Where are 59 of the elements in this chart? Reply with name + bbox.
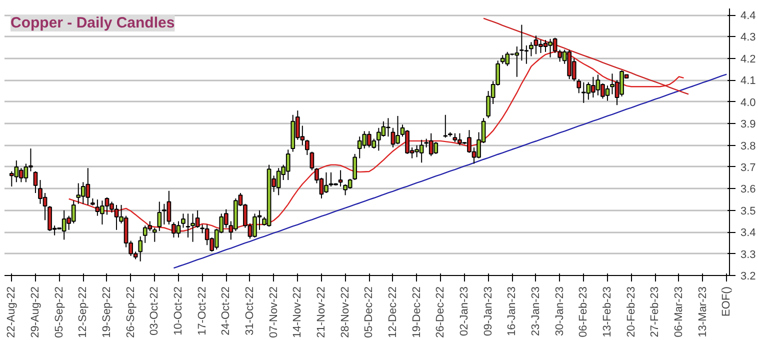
x-tick-label: 06-Feb-23 <box>578 286 590 338</box>
x-tick-label: 13-Feb-23 <box>601 286 614 338</box>
y-tick-label: 4.4 <box>740 10 756 22</box>
y-tick-label: 3.6 <box>740 184 756 196</box>
y-tick-label: 3.4 <box>740 227 756 240</box>
line-series <box>482 18 690 95</box>
x-tick-label: 19-Dec-22 <box>410 286 423 338</box>
candlestick <box>152 227 157 242</box>
y-tick-label: 4.2 <box>740 53 756 66</box>
y-tick-label: 4.1 <box>740 75 756 88</box>
x-tick-label: EOF() <box>720 286 733 316</box>
x-tick-label: 09-Jan-23 <box>482 286 494 336</box>
candlestick <box>352 153 358 180</box>
candlestick <box>186 213 190 238</box>
y-tick-label: 3.2 <box>740 270 756 282</box>
x-tick-label: 05-Sep-22 <box>53 286 66 338</box>
y-tick-label: 4.3 <box>740 32 756 44</box>
chart-title: Copper - Daily Candles <box>10 14 175 32</box>
x-tick-label: 12-Sep-22 <box>77 286 90 338</box>
x-tick-label: 24-Oct-22 <box>220 286 232 336</box>
x-tick-label: 23-Jan-23 <box>530 286 542 336</box>
y-tick-label: 3.3 <box>740 248 756 261</box>
x-tick-label: 03-Oct-22 <box>148 286 161 336</box>
candlestick <box>138 236 143 262</box>
y-tick-label: 3.5 <box>740 205 756 218</box>
x-tick-label: 16-Jan-23 <box>506 286 518 336</box>
x-tick-label: 10-Oct-22 <box>172 286 184 336</box>
x-tick-label: 30-Jan-23 <box>554 286 566 336</box>
candlestick <box>33 170 38 194</box>
x-tick-label: 26-Dec-22 <box>434 286 447 338</box>
x-tick-label: 19-Sep-22 <box>100 286 113 338</box>
x-tick-label: 21-Nov-22 <box>315 286 328 338</box>
candlestick <box>157 201 162 232</box>
x-tick-label: 05-Dec-22 <box>363 286 376 338</box>
candlestick <box>305 139 310 156</box>
y-tick-label: 3.7 <box>740 162 756 174</box>
y-tick-label: 3.9 <box>740 118 756 131</box>
candlestick <box>443 114 448 138</box>
x-tick-label: 27-Feb-23 <box>649 286 662 338</box>
x-tick-label: 12-Dec-22 <box>386 286 399 338</box>
candlestick <box>576 78 582 94</box>
x-tick-label: 17-Oct-22 <box>196 286 208 336</box>
line-series <box>173 74 728 269</box>
x-tick-label: 26-Sep-22 <box>124 286 137 338</box>
y-tick-label: 3.8 <box>740 140 756 152</box>
x-tick-label: 13-Mar-23 <box>696 286 709 338</box>
y-tick-label: 4.0 <box>740 96 756 109</box>
x-tick-label: 02-Jan-23 <box>458 286 470 336</box>
candlestick <box>181 213 186 228</box>
x-tick-label: 31-Oct-22 <box>244 286 256 336</box>
x-tick-label: 20-Feb-23 <box>625 286 638 338</box>
candlestick <box>310 151 314 171</box>
x-tick-label: 14-Nov-22 <box>292 286 304 338</box>
x-tick-label: 06-Mar-23 <box>672 286 685 338</box>
x-tick-label: 22-Aug-22 <box>6 286 18 338</box>
x-tick-label: 29-Aug-22 <box>29 286 42 338</box>
x-tick-label: 07-Nov-22 <box>268 286 280 338</box>
x-tick-label: 28-Nov-22 <box>339 286 352 338</box>
candlestick <box>338 170 343 187</box>
